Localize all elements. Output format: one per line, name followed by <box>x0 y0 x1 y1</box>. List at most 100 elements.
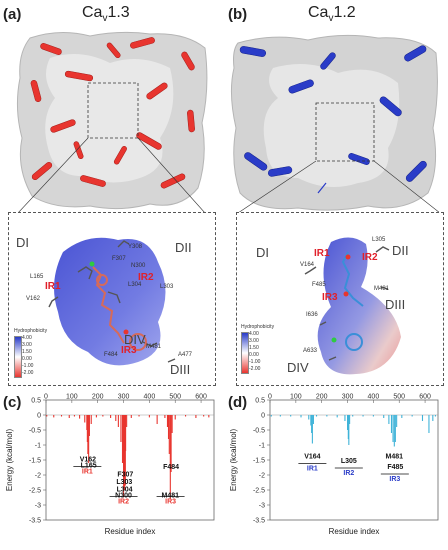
interaction-region-label: IR3 <box>165 499 176 506</box>
cav13-residue-label: M481 <box>146 344 162 350</box>
hydrophobicity-tick: -1.00 <box>22 363 34 369</box>
panel-b-letter: (b) <box>228 6 248 23</box>
y-axis-label: Energy (kcal/mol) <box>5 429 14 492</box>
residue-annotation: L304 <box>117 487 133 494</box>
cav12-ir-label: IR3 <box>322 292 338 303</box>
panel-d-letter: (d) <box>228 394 248 411</box>
energy-chart-cav12: 0.50-0.5-1-1.5-2-2.5-3-3.50 100 200 300 400 5… <box>229 394 439 536</box>
hydrophobicity-title-b: Hydrophobicity <box>241 324 275 330</box>
cav13-pocket-surface <box>48 237 176 366</box>
cav13-residue-label: F484 <box>104 352 118 358</box>
panel-a-title-sub: v <box>102 13 108 25</box>
panel-c-letter: (c) <box>3 394 22 411</box>
cav12-residue-label: M481 <box>374 286 390 292</box>
panel-a-title-main: Ca <box>82 4 103 21</box>
cav13-domain-label-1: DI <box>16 235 29 250</box>
y-tick-label: -2.5 <box>253 488 265 495</box>
x-tick-label: 600 <box>195 394 207 401</box>
hydrophobicity-tick: -2.00 <box>22 370 34 376</box>
cav13-residue-label: L303 <box>160 284 174 290</box>
residue-annotation: L165 <box>81 463 97 470</box>
panel-a-title: Cav1.3 <box>82 4 130 24</box>
y-tick-label: -3 <box>259 503 265 510</box>
interaction-region-label: IR1 <box>82 469 93 476</box>
x-tick-label: 0 <box>44 394 48 401</box>
y-tick-label: -1 <box>35 443 41 450</box>
residue-annotation: V162 <box>80 457 96 464</box>
interaction-region-label: IR3 <box>389 476 400 483</box>
energy-chart-cav13: 0.50-0.5-1-1.5-2-2.5-3-3.50 100 200 300 400 5… <box>5 394 215 536</box>
cav13-domain-label-3: DIII <box>170 362 191 377</box>
residue-annotation: N300 <box>115 493 132 500</box>
hydrophobicity-colorbar-b <box>241 332 249 374</box>
residue-annotation: V164 <box>304 454 320 461</box>
y-tick-label: -2 <box>35 473 41 480</box>
cav12-domain-label-3: DIII <box>385 297 406 312</box>
y-tick-label: -0.5 <box>29 428 41 435</box>
cav13-ir-label: IR2 <box>138 272 154 283</box>
interaction-region-label: IR2 <box>343 470 354 477</box>
x-tick-label: 300 <box>342 394 354 401</box>
interaction-region-label: IR2 <box>118 499 129 506</box>
y-tick-label: 0.5 <box>255 398 265 405</box>
cav12-residue-label: L305 <box>372 237 386 243</box>
y-tick-label: -0.5 <box>253 428 265 435</box>
y-axis-label: Energy (kcal/mol) <box>229 429 238 492</box>
cav12-pocket-surface <box>304 237 401 375</box>
cav13-domain-label-4: DIV <box>124 332 146 347</box>
y-tick-label: -3 <box>35 503 41 510</box>
hydrophobicity-tick: -2.00 <box>249 366 261 372</box>
cav12-residue-label: I636 <box>306 312 318 318</box>
panel-b-title-tail: 1.2 <box>333 4 356 21</box>
cav13-ir-label: IR3 <box>121 345 137 356</box>
residue-annotation: L305 <box>341 458 357 465</box>
cav12-ir-label: IR2 <box>362 252 378 263</box>
x-tick-label: 400 <box>368 394 380 401</box>
cav13-domain-label-2: DII <box>175 240 192 255</box>
cav12-residue-label: F485 <box>312 282 326 288</box>
cav12-domain-label-2: DII <box>392 243 409 258</box>
x-tick-label: 500 <box>169 394 181 401</box>
hydrophobicity-tick: 3.00 <box>22 342 32 348</box>
hydrophobicity-tick: 1.50 <box>249 345 259 351</box>
cav13-residue-label: Y308 <box>128 244 143 250</box>
hydrophobicity-tick: 3.00 <box>249 338 259 344</box>
y-tick-label: -1.5 <box>29 458 41 465</box>
y-tick-label: 0 <box>261 413 265 420</box>
residue-annotation: F485 <box>387 464 403 471</box>
plot-frame <box>45 399 215 521</box>
panel-b-title-main: Ca <box>308 4 329 21</box>
x-tick-label: 300 <box>118 394 130 401</box>
x-tick-label: 200 <box>316 394 328 401</box>
x-axis-label: Residue index <box>105 527 156 536</box>
cav12-ir-label: IR1 <box>314 248 330 259</box>
cav12-protein-structure <box>230 34 441 213</box>
hydrophobicity-tick: 1.50 <box>22 349 32 355</box>
y-tick-label: -3.5 <box>29 518 41 525</box>
y-tick-label: -1.5 <box>253 458 265 465</box>
panel-a-title-tail: 1.3 <box>107 4 130 21</box>
cav13-residue-label: L304 <box>128 282 142 288</box>
y-tick-label: -2 <box>259 473 265 480</box>
x-tick-label: 400 <box>144 394 156 401</box>
cav12-residue-label: A633 <box>303 348 318 354</box>
hydrophobicity-tick: -1.00 <box>249 359 261 365</box>
hydrophobicity-title-a: Hydrophobicity <box>14 328 48 334</box>
x-tick-label: 200 <box>92 394 104 401</box>
x-tick-label: 0 <box>268 394 272 401</box>
cav13-protein-structure <box>16 31 208 213</box>
y-tick-label: -3.5 <box>253 518 265 525</box>
panel-b-title-sub: v <box>328 13 334 25</box>
cav13-ir-label: IR1 <box>45 281 61 292</box>
hydrophobicity-tick: 0.00 <box>22 356 32 362</box>
residue-annotation: M481 <box>386 454 404 461</box>
residue-annotation: F307 <box>117 472 133 479</box>
hydrophobicity-tick: 4.00 <box>249 331 259 337</box>
y-tick-label: -2.5 <box>29 488 41 495</box>
hydrophobicity-colorbar-a <box>14 336 22 378</box>
residue-annotation: L303 <box>116 479 132 486</box>
interaction-region-label: IR1 <box>307 466 318 473</box>
cav13-residue-label: V162 <box>26 296 41 302</box>
cav12-domain-label-1: DI <box>256 245 269 260</box>
y-tick-label: 0 <box>37 413 41 420</box>
